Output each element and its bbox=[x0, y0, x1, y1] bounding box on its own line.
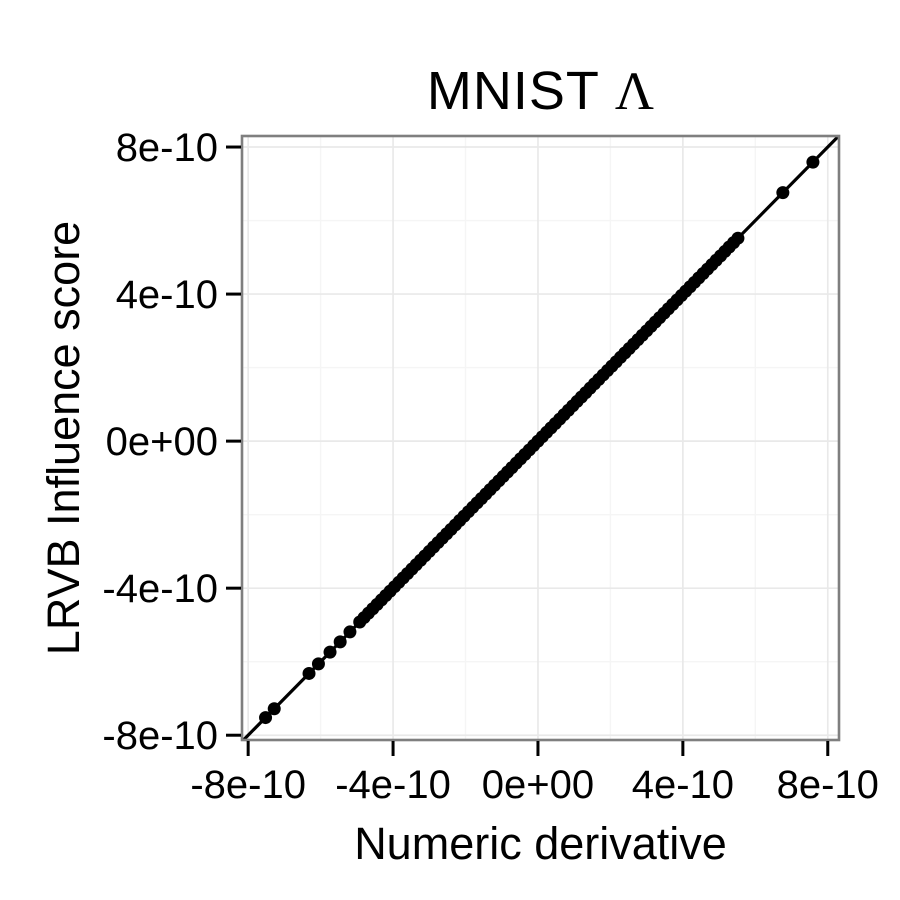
data-point bbox=[323, 645, 337, 659]
x-tick-label: -8e-10 bbox=[190, 763, 306, 807]
data-point bbox=[776, 186, 790, 200]
y-tick-label: 8e-10 bbox=[116, 126, 218, 170]
x-tick-label: 4e-10 bbox=[632, 763, 734, 807]
data-point bbox=[267, 702, 281, 716]
plot-title-lambda: Λ bbox=[614, 61, 655, 121]
y-tick-label: -4e-10 bbox=[102, 567, 218, 611]
plot-title: MNIST Λ bbox=[242, 60, 839, 122]
y-tick-label: 0e+00 bbox=[106, 420, 218, 464]
data-point bbox=[302, 666, 316, 680]
y-axis-title: LRVB Influence score bbox=[38, 220, 89, 656]
x-tick-label: 8e-10 bbox=[777, 763, 879, 807]
y-tick-label: -8e-10 bbox=[102, 714, 218, 758]
panel-border bbox=[240, 134, 841, 742]
data-point bbox=[333, 635, 347, 649]
data-point bbox=[731, 231, 745, 245]
x-tick-label: 0e+00 bbox=[482, 763, 594, 807]
data-point bbox=[343, 625, 357, 639]
plot-title-text: MNIST bbox=[426, 61, 615, 121]
data-point bbox=[806, 155, 820, 169]
x-axis-title: Numeric derivative bbox=[354, 818, 727, 869]
data-point bbox=[311, 657, 325, 671]
x-tick-label: -4e-10 bbox=[335, 763, 451, 807]
data-point bbox=[259, 711, 273, 725]
y-tick-label: 4e-10 bbox=[116, 273, 218, 317]
